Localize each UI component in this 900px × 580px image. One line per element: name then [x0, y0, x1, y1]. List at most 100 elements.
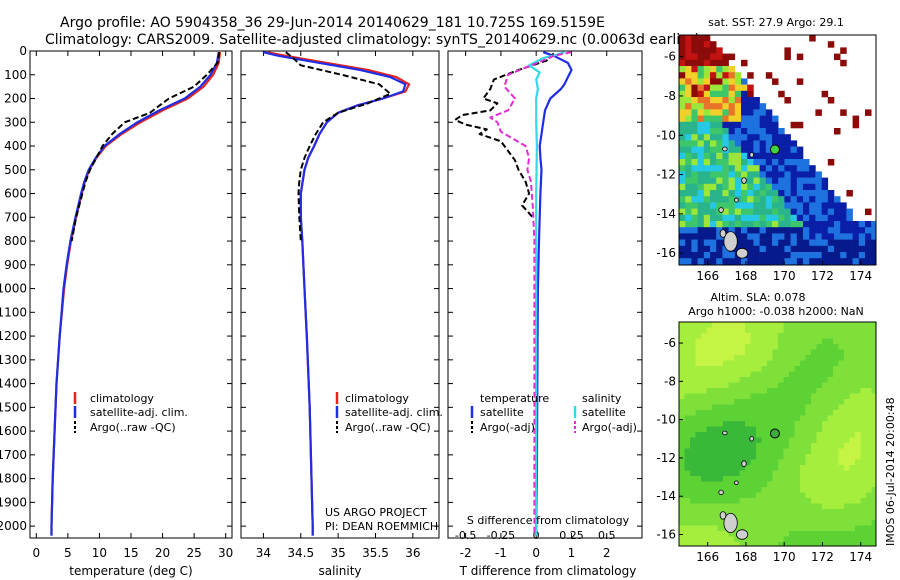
sst-cell — [790, 171, 798, 178]
sla-cell — [811, 520, 817, 526]
sla-cell — [866, 459, 872, 466]
sla-cell — [706, 487, 713, 493]
sla-cell — [761, 393, 768, 400]
sla-cell — [778, 481, 784, 488]
sla-cell — [756, 382, 762, 389]
sla-cell — [800, 377, 806, 383]
sla-cell — [712, 448, 718, 455]
sst-cell — [809, 227, 816, 234]
sst-cell — [840, 221, 847, 228]
salinity-legend: climatology satellite-adj. clim. Argo(..… — [335, 392, 443, 434]
sst-cell — [685, 97, 692, 104]
sst-cell — [734, 90, 742, 98]
sla-cell — [800, 344, 806, 350]
sst-cell — [703, 208, 711, 216]
sst-cell — [821, 233, 829, 240]
sla-cell — [855, 443, 861, 449]
sst-cell — [784, 152, 791, 160]
sla-cell — [745, 465, 751, 471]
sla-cell — [805, 355, 812, 361]
sla-cell — [860, 465, 867, 471]
sla-cell — [739, 366, 746, 372]
sla-cell — [756, 448, 762, 455]
project-annotation: US ARGO PROJECT — [325, 506, 427, 519]
sla-cell — [816, 360, 823, 367]
sla-cell — [756, 437, 762, 444]
sst-cell — [679, 183, 686, 191]
sla-cell — [860, 371, 867, 378]
sst-cell — [691, 53, 698, 61]
sla-cell — [679, 448, 685, 455]
sla-cell — [690, 492, 696, 499]
sla-cell — [734, 371, 740, 378]
sst-island — [723, 231, 738, 252]
sst-cell — [747, 128, 754, 135]
sst-cell — [803, 190, 810, 197]
sst-cell — [728, 140, 736, 147]
sla-cell — [772, 492, 779, 499]
sst-cell — [778, 214, 785, 222]
sal-series-argo-raw-qc- — [285, 51, 392, 242]
sla-cell — [695, 536, 702, 543]
sla-cell — [761, 503, 768, 510]
sla-cell — [745, 487, 751, 493]
sla-cell — [723, 476, 729, 482]
sla-cell — [789, 333, 795, 339]
sst-cell — [710, 183, 717, 191]
sla-cell — [734, 388, 740, 394]
sla-map-frame — [678, 321, 877, 547]
sla-cell — [761, 448, 768, 455]
sst-cell — [784, 140, 791, 147]
sst-cell — [710, 47, 717, 54]
sla-cell — [728, 327, 735, 334]
sst-cell — [784, 227, 791, 234]
sst-cell — [784, 233, 791, 240]
sla-cell — [855, 509, 861, 515]
sla-cell — [679, 426, 685, 433]
sla-cell — [871, 487, 876, 493]
sla-cell — [767, 410, 773, 416]
sla-cell — [745, 360, 751, 367]
sla-cell — [844, 377, 850, 383]
sla-cell — [761, 481, 768, 488]
sla-cell — [838, 344, 845, 350]
diff-series-t-satellite — [535, 51, 573, 536]
sla-cell — [679, 382, 685, 389]
sla-cell — [728, 542, 735, 546]
sla-cell — [833, 531, 839, 537]
sla-cell — [844, 360, 850, 367]
sla-cell — [778, 448, 784, 455]
sst-cell — [753, 245, 760, 253]
sla-cell — [684, 481, 691, 488]
sla-cell — [745, 377, 751, 383]
sst-cell — [697, 109, 705, 116]
sst-cell — [772, 252, 779, 259]
sla-cell — [789, 426, 795, 433]
sla-cell — [866, 454, 872, 460]
sla-cell — [728, 399, 735, 405]
sst-cell — [741, 97, 748, 104]
sla-cell — [679, 344, 685, 350]
sst-cell — [865, 239, 872, 247]
sla-cell — [866, 476, 872, 482]
sst-cell — [697, 97, 705, 104]
sst-cell — [784, 177, 791, 185]
sla-cell — [745, 454, 751, 460]
sla-cell — [816, 459, 823, 466]
sla-cell — [827, 542, 834, 546]
sla-cell — [849, 349, 856, 356]
sla-cell — [690, 360, 696, 367]
sla-cell — [706, 454, 713, 460]
sla-cell — [745, 470, 751, 477]
diff-xtick-label: 1 — [568, 546, 576, 560]
sla-cell — [871, 448, 876, 455]
sla-cell — [866, 509, 872, 515]
sst-cell — [728, 208, 736, 216]
sst-cell — [703, 103, 711, 110]
sla-cell — [767, 459, 773, 466]
sst-cell — [685, 252, 692, 259]
sla-cell — [822, 470, 828, 477]
sla-cell — [833, 333, 839, 339]
sst-cell — [685, 190, 692, 197]
sst-cell — [747, 90, 754, 98]
